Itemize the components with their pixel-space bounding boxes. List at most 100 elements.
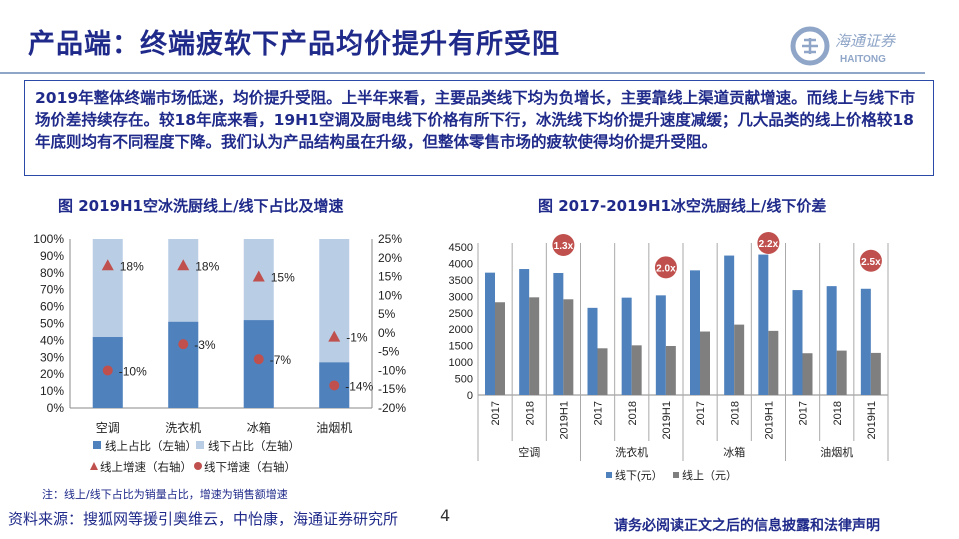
online-growth-label: 15%: [271, 271, 295, 285]
share-growth-chart: 0% 10% 20% 30% 40% 50% 60% 70% 80% 90% 100% -20% -15…: [33, 232, 406, 474]
y-tick-label: 2500: [449, 308, 473, 320]
online-growth-marker: [252, 270, 265, 282]
legend-circle-icon: [194, 462, 202, 470]
legend-swatch: [673, 472, 679, 478]
source-text: 资料来源：搜狐网等援引奥维云，中怡康，海通证券研究所: [8, 510, 399, 528]
year-label: 2017: [798, 401, 810, 425]
right-tick-label: 20%: [378, 251, 402, 265]
offline-growth-label: -10%: [119, 364, 147, 378]
year-label: 2018: [627, 401, 639, 425]
online-price-bar: [665, 345, 676, 395]
offline-price-bar: [655, 295, 666, 395]
offline-growth-label: -7%: [270, 353, 292, 367]
left-tick-label: 50%: [40, 317, 64, 331]
year-label: 2019H1: [558, 401, 570, 440]
left-tick-label: 0%: [47, 401, 65, 415]
y-tick-label: 1000: [449, 357, 473, 369]
price-gap-chart: 0 500 1000 1500 2000 2500 3000 3500 4000 4500 2017…: [449, 232, 889, 482]
online-growth-marker: [101, 259, 114, 271]
y-tick-label: 500: [455, 374, 473, 386]
online-price-bar: [563, 299, 574, 395]
year-label: 2018: [524, 401, 536, 425]
left-tick-label: 80%: [40, 266, 64, 280]
y-tick-label: 2000: [449, 324, 473, 336]
y-tick-label: 1500: [449, 341, 473, 353]
title-divider: [0, 72, 925, 74]
right-tick-label: -20%: [378, 401, 406, 415]
ratio-label: 2.5x: [861, 257, 881, 268]
ratio-badge: [859, 249, 882, 272]
year-label: 2017: [490, 401, 502, 425]
online-growth-marker: [177, 259, 190, 271]
group-label: 冰箱: [723, 445, 745, 459]
right-tick-label: -10%: [378, 363, 406, 377]
online-price-bar: [631, 345, 642, 395]
disclaimer-link[interactable]: 请务必阅读正文之后的信息披露和法律声明: [614, 518, 880, 534]
ratio-badge: [654, 256, 677, 279]
category-label: 冰箱: [247, 420, 271, 435]
online-price-bar: [529, 297, 540, 395]
haitong-logo: 海通证券 HAITONG: [790, 26, 896, 66]
right-tick-label: -5%: [378, 345, 400, 359]
offline-growth-label: -3%: [194, 338, 216, 352]
legend-swatch: [93, 441, 101, 449]
online-price-bar: [870, 352, 881, 395]
left-tick-label: 40%: [40, 333, 64, 347]
offline-price-bar: [860, 288, 871, 395]
online-growth-label: 18%: [120, 259, 144, 273]
right-tick-label: 0%: [378, 326, 396, 340]
y-tick-label: 3500: [449, 275, 473, 287]
logo-cn: 海通证券: [835, 33, 896, 50]
online-growth-label: 18%: [195, 259, 219, 273]
ratio-label: 1.3x: [554, 241, 574, 252]
online-share-bar: [168, 321, 199, 408]
y-tick-label: 0: [467, 390, 473, 402]
left-tick-label: 10%: [40, 384, 64, 398]
offline-growth-marker: [253, 354, 264, 365]
ratio-label: 2.0x: [656, 263, 676, 274]
offline-price-bar: [621, 297, 632, 395]
offline-growth-label: -14%: [345, 379, 373, 393]
offline-price-bar: [724, 255, 735, 395]
chart2-title: 图 2017-2019H1冰空洗厨线上/线下价差: [538, 197, 827, 215]
category-label: 洗衣机: [165, 420, 201, 435]
legend-triangle-icon: [90, 462, 98, 470]
right-tick-label: 5%: [378, 307, 396, 321]
year-label: 2019H1: [866, 401, 878, 440]
left-tick-label: 100%: [33, 232, 64, 246]
right-tick-label: 25%: [378, 232, 402, 246]
y-tick-label: 4000: [449, 258, 473, 270]
offline-price-bar: [485, 272, 495, 395]
ratio-badge: [552, 233, 575, 256]
left-tick-label: 20%: [40, 367, 64, 381]
page-number: 4: [440, 506, 451, 525]
left-tick-label: 90%: [40, 249, 64, 263]
y-tick-label: 3000: [449, 291, 473, 303]
offline-price-bar: [826, 286, 837, 395]
left-tick-label: 60%: [40, 300, 64, 314]
online-price-bar: [836, 350, 847, 395]
left-tick-label: 30%: [40, 350, 64, 364]
legend-label: 线上（元）: [682, 468, 737, 482]
category-label: 油烟机: [316, 421, 352, 435]
offline-growth-marker: [178, 339, 189, 350]
right-tick-label: -15%: [378, 382, 406, 396]
logo-emblem-icon: [790, 26, 830, 66]
legend-label: 线下(元）: [615, 468, 663, 482]
ratio-label: 2.2x: [759, 239, 779, 250]
legend-label: 线下增速（右轴）: [204, 460, 296, 474]
online-growth-label: -1%: [346, 331, 368, 345]
chart-note: 注：线上/线下占比为销量占比，增速为销售额增速: [42, 488, 288, 501]
legend-swatch: [196, 441, 204, 449]
offline-price-bar: [587, 307, 598, 395]
offline-growth-marker: [102, 365, 113, 376]
ratio-badge: [757, 232, 780, 254]
offline-price-bar: [758, 254, 769, 395]
left-tick-label: 70%: [40, 283, 64, 297]
offline-price-bar: [792, 290, 803, 395]
page-title: 产品端：终端疲软下产品均价提升有所受阻: [28, 29, 560, 60]
online-price-bar: [768, 330, 779, 395]
legend-label: 线下占比（左轴）: [208, 439, 300, 453]
summary-box: 2019年整体终端市场低迷，均价提升受阻。上半年来看，主要品类线下均为负增长，主…: [24, 80, 934, 176]
online-price-bar: [802, 353, 813, 395]
